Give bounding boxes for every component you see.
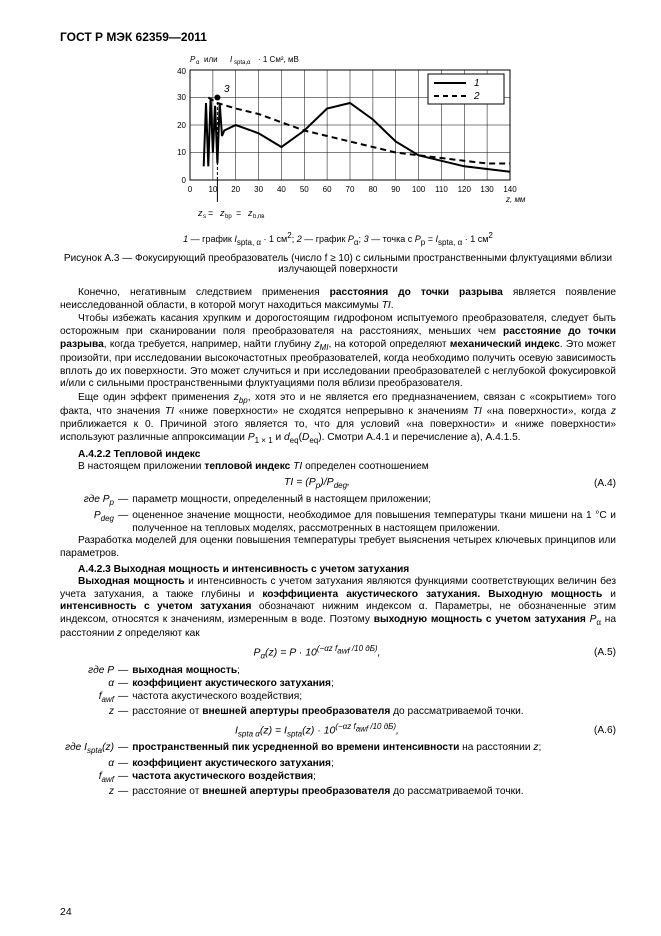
svg-text:b,пв: b,пв	[253, 214, 264, 220]
svg-text:2: 2	[473, 91, 480, 102]
chart-svg: P α или I spta,α · 1 См², мВ 0 10 20 30 …	[148, 52, 528, 222]
heading-a423: А.4.2.3 Выходная мощность и интенсивност…	[60, 564, 616, 575]
svg-text:10: 10	[177, 148, 186, 157]
svg-text:=: =	[208, 208, 213, 218]
svg-text:140: 140	[503, 185, 517, 194]
equation-a5: Pα(z) = P · 10(−αz fawf /10 дБ), (А.5)	[60, 644, 616, 661]
svg-text:20: 20	[177, 121, 186, 130]
legend-caption: 1 — график Ispta, α · 1 см2; 2 — график …	[60, 231, 616, 247]
eq-num-a6: (А.6)	[574, 725, 616, 736]
svg-text:0: 0	[188, 185, 193, 194]
svg-text:70: 70	[346, 185, 355, 194]
svg-text:или: или	[204, 55, 218, 64]
svg-text:10: 10	[208, 185, 217, 194]
defs-a4: где Pp—параметр мощности, определенный в…	[60, 493, 616, 535]
para-out: Выходная мощность и интенсивность с учет…	[60, 576, 616, 641]
svg-text:40: 40	[277, 185, 286, 194]
para-models: Разработка моделей для оценки повышения …	[60, 535, 616, 561]
para-ti: В настоящем приложении тепловой индекс T…	[60, 461, 616, 474]
page: ГОСТ Р МЭК 62359—2011 P α или I spta,α ·…	[0, 0, 661, 936]
svg-text:bp: bp	[225, 214, 232, 220]
page-number: 24	[60, 906, 72, 918]
svg-text:I: I	[230, 55, 233, 64]
para-1: Конечно, негативным следствием применени…	[60, 287, 616, 313]
svg-text:20: 20	[231, 185, 240, 194]
svg-text:α: α	[196, 60, 200, 66]
heading-a422: А.4.2.2 Тепловой индекс	[60, 449, 616, 460]
equation-a4: TI = (Pp)/Pdeg, (А.4)	[60, 476, 616, 490]
para-2: Чтобы избежать касания хрупким и дорогос…	[60, 313, 616, 391]
svg-text:spta,α: spta,α	[234, 60, 251, 66]
figure-a3: P α или I spta,α · 1 См², мВ 0 10 20 30 …	[60, 52, 616, 225]
svg-text:30: 30	[254, 185, 263, 194]
svg-text:90: 90	[391, 185, 400, 194]
svg-text:100: 100	[412, 185, 426, 194]
svg-text:=: =	[236, 208, 241, 218]
svg-text:3: 3	[224, 84, 230, 95]
svg-text:60: 60	[323, 185, 332, 194]
eq-num-a5: (А.5)	[574, 647, 616, 658]
svg-text:80: 80	[368, 185, 377, 194]
para-3: Еще один эффект применения zbp, хотя это…	[60, 392, 616, 446]
defs-a6: где Ispta(z)—пространственный пик усредн…	[60, 741, 616, 798]
svg-text:s: s	[203, 214, 206, 220]
svg-text:1: 1	[474, 78, 480, 89]
equation-a6: Ispta α(z) = Ispta(z) · 10(−αz fawf /10 …	[60, 722, 616, 739]
figure-caption: Рисунок А.3 — Фокусирующий преобразовате…	[60, 253, 616, 275]
svg-text:120: 120	[458, 185, 472, 194]
svg-text:z, мм: z, мм	[505, 195, 526, 204]
svg-text:50: 50	[300, 185, 309, 194]
svg-text:130: 130	[480, 185, 494, 194]
svg-text:· 1 См², мВ: · 1 См², мВ	[258, 55, 299, 64]
eq-num-a4: (А.4)	[574, 478, 616, 489]
doc-code: ГОСТ Р МЭК 62359—2011	[60, 30, 616, 44]
svg-text:110: 110	[435, 185, 448, 194]
svg-text:0: 0	[182, 176, 187, 185]
defs-a5: где P—выходная мощность; α—коэффициент а…	[60, 664, 616, 719]
svg-text:30: 30	[177, 93, 186, 102]
svg-text:40: 40	[177, 67, 186, 76]
